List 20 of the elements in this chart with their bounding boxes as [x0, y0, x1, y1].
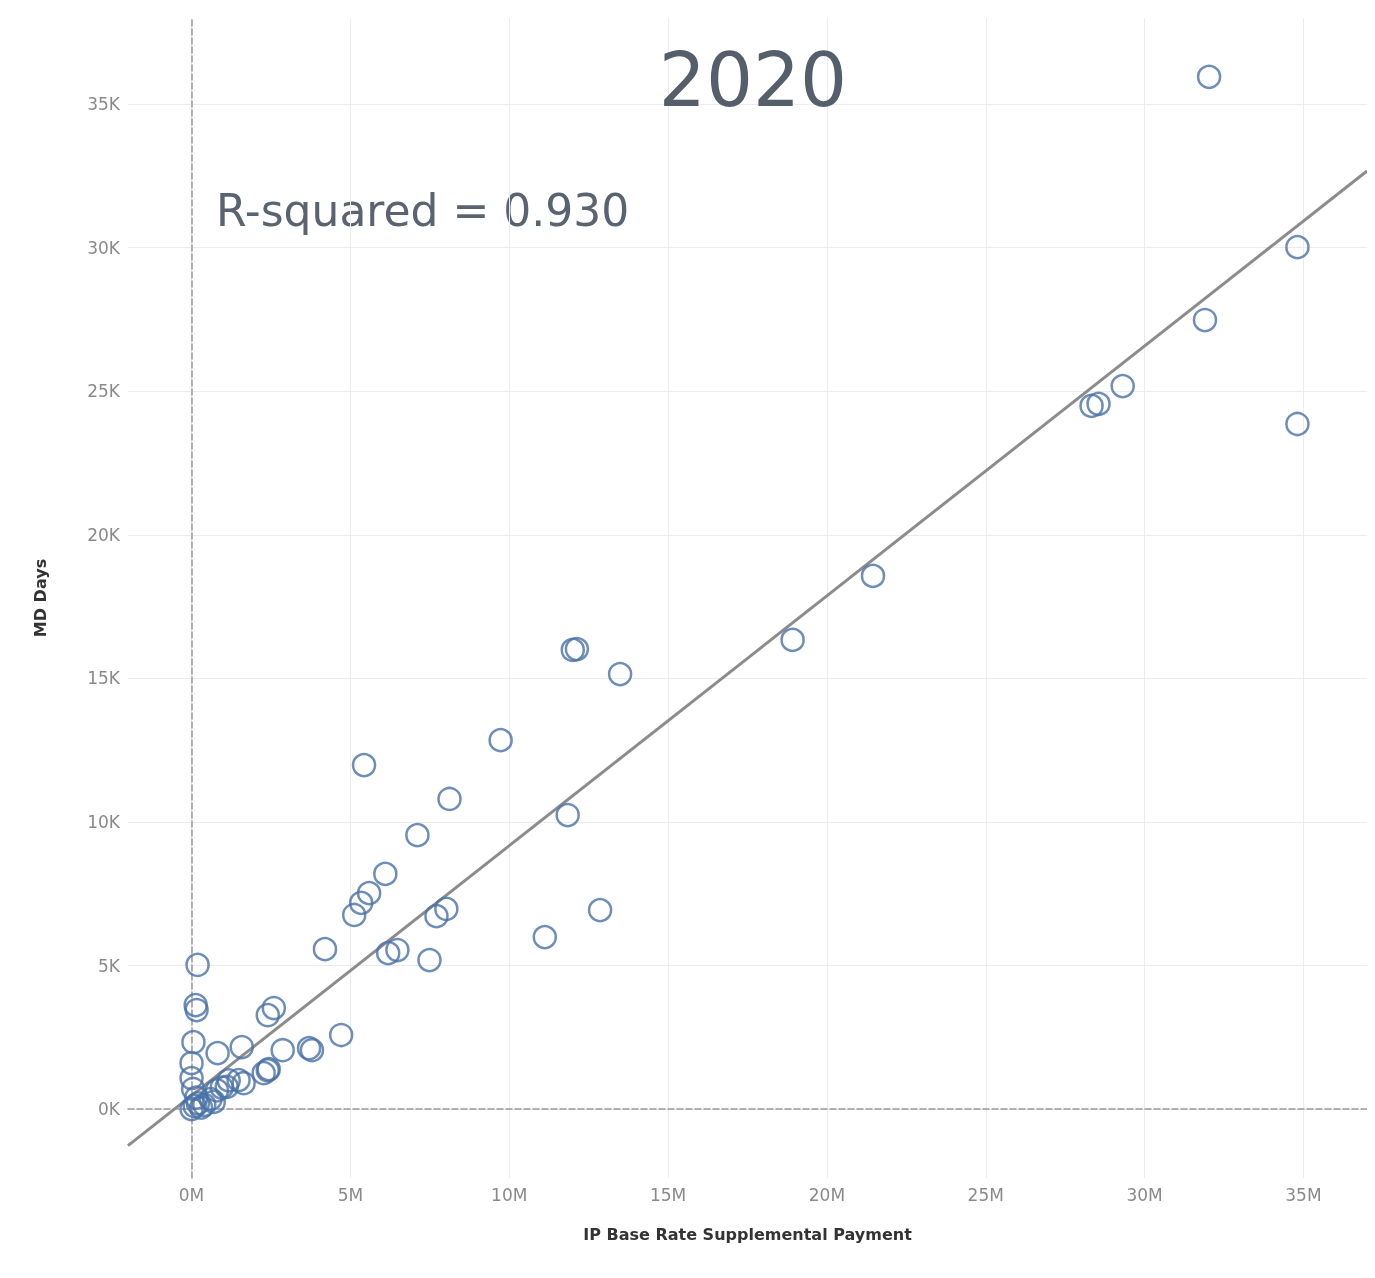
x-tick-label: 35M: [1285, 1184, 1322, 1205]
y-tick-label: 0K: [98, 1099, 121, 1120]
x-tick-label: 10M: [491, 1184, 528, 1205]
chart-title: 2020: [658, 37, 848, 123]
y-tick-label: 30K: [87, 237, 121, 258]
annotation: R-squared = 0.930: [216, 184, 630, 236]
y-axis-title: MD Days: [30, 558, 50, 638]
y-tick-label: 5K: [98, 955, 121, 976]
x-tick-label: 25M: [967, 1184, 1004, 1205]
x-tick-label: 0M: [178, 1184, 205, 1205]
y-tick-label: 25K: [87, 381, 121, 402]
x-axis-title: IP Base Rate Supplemental Payment: [583, 1224, 913, 1244]
x-tick-label: 30M: [1126, 1184, 1163, 1205]
y-tick-label: 35K: [87, 94, 121, 115]
x-tick-label: 15M: [649, 1184, 687, 1205]
y-tick-label: 20K: [87, 524, 121, 545]
x-tick-label: 5M: [337, 1184, 364, 1205]
y-tick-label: 15K: [87, 668, 121, 689]
y-tick-label: 10K: [87, 811, 121, 832]
x-tick-label: 20M: [808, 1184, 846, 1205]
